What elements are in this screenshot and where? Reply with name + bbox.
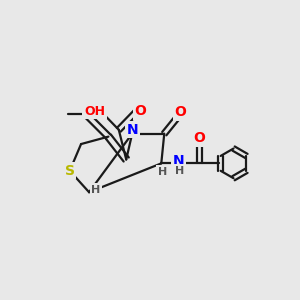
Text: H: H — [91, 185, 101, 195]
Text: N: N — [126, 123, 138, 137]
Text: H: H — [158, 167, 167, 177]
Text: OH: OH — [84, 105, 105, 118]
Text: O: O — [134, 104, 146, 118]
Text: S: S — [65, 164, 75, 178]
Text: O: O — [175, 105, 187, 119]
Text: N: N — [173, 154, 184, 168]
Text: H: H — [175, 166, 184, 176]
Text: O: O — [194, 131, 205, 146]
